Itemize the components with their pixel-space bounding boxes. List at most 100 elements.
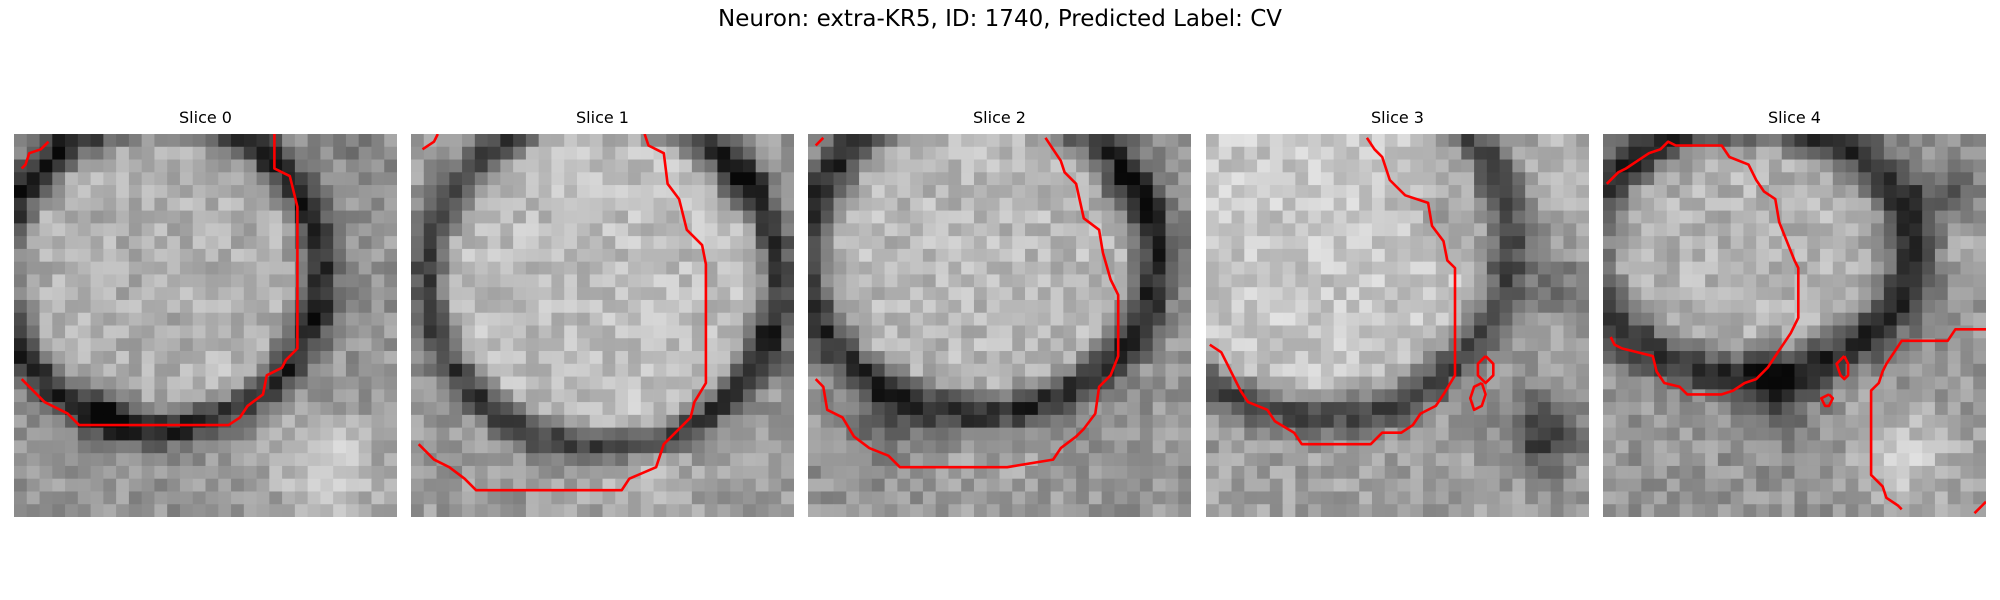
image-pixel bbox=[1076, 465, 1090, 480]
image-pixel bbox=[846, 389, 860, 403]
image-pixel bbox=[1423, 172, 1437, 186]
image-pixel bbox=[1576, 185, 1589, 199]
image-pixel bbox=[1461, 414, 1475, 429]
image-pixel bbox=[973, 287, 988, 301]
image-pixel bbox=[1244, 363, 1258, 377]
image-pixel bbox=[1333, 389, 1347, 403]
image-pixel bbox=[999, 504, 1013, 517]
image-pixel bbox=[1525, 504, 1539, 517]
image-pixel bbox=[1461, 376, 1475, 390]
image-pixel bbox=[1359, 427, 1373, 441]
image-pixel bbox=[423, 440, 437, 454]
image-pixel bbox=[755, 172, 769, 186]
image-pixel bbox=[576, 159, 591, 173]
image-pixel bbox=[1320, 465, 1335, 480]
image-pixel bbox=[1858, 453, 1872, 467]
image-pixel bbox=[474, 465, 488, 480]
image-pixel bbox=[1499, 402, 1513, 416]
image-pixel bbox=[1308, 299, 1322, 314]
image-pixel bbox=[1037, 351, 1051, 365]
image-pixel bbox=[1641, 402, 1655, 416]
image-pixel bbox=[999, 453, 1013, 467]
image-pixel bbox=[26, 351, 40, 365]
image-pixel bbox=[768, 402, 782, 416]
image-pixel bbox=[141, 465, 155, 480]
image-pixel bbox=[384, 363, 397, 377]
image-pixel bbox=[1603, 299, 1617, 314]
image-pixel bbox=[384, 134, 397, 148]
image-pixel bbox=[1947, 389, 1961, 403]
image-pixel bbox=[333, 146, 347, 160]
image-pixel bbox=[871, 287, 885, 301]
image-pixel bbox=[1576, 414, 1589, 429]
image-pixel bbox=[538, 185, 552, 199]
image-pixel bbox=[39, 223, 53, 237]
image-pixel bbox=[1397, 210, 1411, 224]
image-pixel bbox=[282, 274, 296, 288]
image-pixel bbox=[384, 478, 397, 492]
image-pixel bbox=[999, 312, 1013, 326]
image-pixel bbox=[1063, 504, 1077, 517]
image-pixel bbox=[423, 312, 437, 326]
image-pixel bbox=[1654, 159, 1668, 173]
image-pixel bbox=[52, 389, 66, 403]
image-pixel bbox=[449, 248, 463, 263]
image-pixel bbox=[704, 223, 718, 237]
image-pixel bbox=[449, 299, 463, 314]
image-pixel bbox=[154, 274, 168, 288]
image-pixel bbox=[884, 504, 898, 517]
image-pixel bbox=[973, 338, 988, 352]
image-pixel bbox=[1088, 146, 1103, 160]
image-pixel bbox=[1346, 338, 1360, 352]
image-pixel bbox=[1474, 261, 1488, 275]
image-pixel bbox=[192, 453, 206, 467]
image-pixel bbox=[1871, 248, 1885, 263]
image-pixel bbox=[1206, 236, 1220, 250]
image-pixel bbox=[679, 427, 693, 441]
image-pixel bbox=[1871, 478, 1885, 492]
image-pixel bbox=[1384, 414, 1398, 429]
image-pixel bbox=[961, 274, 975, 288]
image-pixel bbox=[1076, 159, 1090, 173]
image-pixel bbox=[1499, 274, 1513, 288]
image-pixel bbox=[1127, 389, 1141, 403]
image-pixel bbox=[192, 440, 206, 454]
image-pixel bbox=[820, 248, 834, 263]
image-pixel bbox=[833, 351, 847, 365]
image-pixel bbox=[500, 223, 514, 237]
image-pixel bbox=[1883, 210, 1898, 224]
image-pixel bbox=[436, 427, 450, 441]
image-pixel bbox=[320, 299, 334, 314]
image-pixel bbox=[973, 325, 988, 339]
image-pixel bbox=[218, 402, 232, 416]
image-pixel bbox=[1603, 440, 1617, 454]
image-pixel bbox=[1461, 287, 1475, 301]
image-pixel bbox=[39, 414, 53, 429]
image-pixel bbox=[1088, 312, 1103, 326]
image-pixel bbox=[1448, 248, 1462, 263]
image-pixel bbox=[1807, 287, 1821, 301]
image-pixel bbox=[1474, 299, 1488, 314]
image-pixel bbox=[871, 427, 885, 441]
image-pixel bbox=[487, 287, 501, 301]
image-pixel bbox=[833, 159, 847, 173]
image-pixel bbox=[1973, 351, 1986, 365]
image-pixel bbox=[615, 146, 629, 160]
image-pixel bbox=[730, 287, 744, 301]
image-pixel bbox=[820, 159, 834, 173]
image-pixel bbox=[1410, 146, 1424, 160]
image-pixel bbox=[1231, 261, 1245, 275]
image-pixel bbox=[742, 402, 757, 416]
image-pixel bbox=[538, 414, 552, 429]
image-pixel bbox=[1717, 248, 1732, 263]
image-pixel bbox=[411, 504, 425, 517]
image-pixel bbox=[846, 146, 860, 160]
image-pixel bbox=[1563, 197, 1577, 211]
image-pixel bbox=[1076, 427, 1090, 441]
image-pixel bbox=[666, 478, 680, 492]
image-pixel bbox=[961, 402, 975, 416]
image-pixel bbox=[1371, 338, 1386, 352]
image-pixel bbox=[205, 210, 219, 224]
image-pixel bbox=[1730, 325, 1744, 339]
segmentation-contour bbox=[814, 137, 1120, 469]
